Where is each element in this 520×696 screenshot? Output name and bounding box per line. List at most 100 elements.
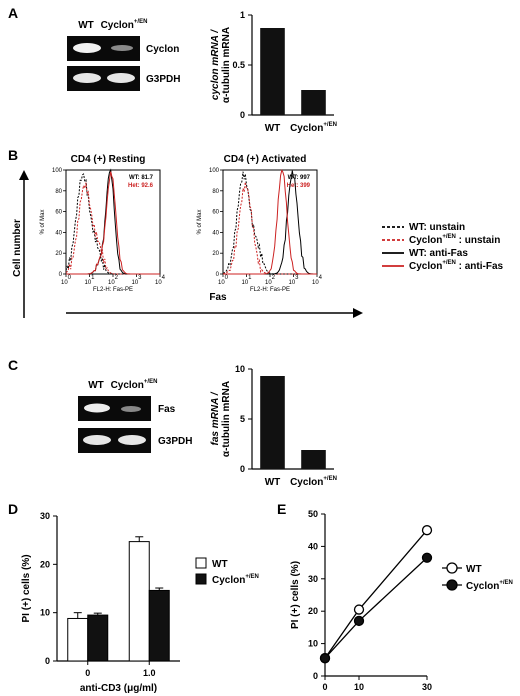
- legend-swatch: [195, 557, 207, 569]
- y-tick-label: 50: [308, 509, 318, 519]
- x-axis-label: anti-CD3 (μg/ml): [80, 683, 157, 694]
- legend-label: Cyclon+/EN: [466, 580, 513, 592]
- flow-y-tick-label: 40: [212, 230, 219, 236]
- panel-c-gel: WT Cyclon+/EN Fas G3PDH: [78, 379, 192, 453]
- bar: [87, 614, 109, 662]
- flow-y-tick-label: 40: [55, 230, 62, 236]
- y-tick-label: 5: [240, 414, 245, 424]
- flow-y-tick-label: 0: [216, 272, 220, 278]
- flow-y-tick-label: 60: [55, 210, 62, 216]
- flow-x-tick-label: 102: [108, 275, 119, 286]
- flow-x-tick-label: 104: [155, 275, 166, 286]
- panel-b-label: B: [8, 147, 18, 163]
- flow-resting-histograms: 0 20 40 60 80 100 100 101 102 103 104: [52, 168, 166, 286]
- flow-x-tick-label: 100: [61, 275, 72, 286]
- flow-resting-het-stat: Het: 92.6: [128, 183, 154, 189]
- fas-arrow-head: [353, 308, 363, 318]
- bar: [148, 589, 170, 662]
- y-tick-label: 10: [235, 364, 245, 374]
- flow-y-tick-label: 60: [212, 210, 219, 216]
- y-tick-label: 20: [308, 606, 318, 616]
- x-tick-label: 30: [422, 682, 432, 692]
- flow-activated-histograms: 0 20 40 60 80 100 100 101 102 103 104: [209, 168, 323, 286]
- flow-resting-title: CD4 (+) Resting: [71, 154, 146, 165]
- cell-number-arrow-head: [19, 170, 29, 180]
- y-tick-label: 20: [40, 559, 50, 569]
- gel-c-band-mut-1: [121, 406, 141, 412]
- bar: [260, 376, 285, 469]
- mut-antifas-curve: [66, 171, 160, 275]
- flow-x-tick-label: 103: [131, 275, 142, 286]
- panel-a-chart: 0 0.5 1 WT Cyclon+/EN cyclon mRNA /α-tubulin …: [210, 10, 337, 134]
- flow-activated-title: CD4 (+) Activated: [224, 154, 307, 165]
- flow-resting-ylabel: % of Max: [40, 209, 46, 234]
- gel-c-band-mut-2: [118, 435, 146, 445]
- legend-marker: [446, 562, 458, 574]
- gel-c-band-wt-2: [83, 435, 111, 445]
- flow-x-tick-label: 101: [84, 275, 95, 286]
- panel-c-chart: 0 5 10 WT Cyclon+/EN fas mRNA /α-tubulin mRNA: [210, 364, 337, 488]
- flow-x-tick-label: 102: [265, 275, 276, 286]
- flow-x-tick-label: 101: [241, 275, 252, 286]
- flow-x-tick-label: 100: [218, 275, 229, 286]
- x-tick-label: 0: [322, 682, 327, 692]
- x-category-label: Cyclon+/EN: [290, 122, 337, 134]
- bar: [67, 617, 89, 662]
- y-tick-label: 0.5: [232, 60, 245, 70]
- bar: [128, 541, 150, 662]
- y-axis-label: cyclon mRNA /α-tubulin mRNA: [210, 27, 232, 103]
- data-point: [319, 653, 331, 664]
- y-tick-label: 40: [308, 541, 318, 551]
- panel-a-label: A: [8, 5, 18, 21]
- flow-y-tick-label: 100: [209, 168, 220, 174]
- bar: [301, 90, 326, 115]
- bar: [301, 450, 326, 469]
- panel-b-flow: Cell number Fas CD4 (+) Resting % of Max…: [12, 154, 504, 318]
- gel-a-band1-label: Cyclon: [146, 44, 179, 55]
- panel-d-chart: 0 10 20 30 0 1.0 anti-CD3 (μg/ml) PI (+) cells …: [21, 511, 259, 694]
- data-point: [421, 552, 433, 563]
- gel-a-band-mut-2: [107, 73, 135, 83]
- flow-legend-label: WT: anti-Fas: [409, 248, 468, 259]
- panel-e-label: E: [277, 501, 286, 517]
- flow-y-tick-label: 20: [212, 251, 219, 257]
- y-tick-label: 1: [240, 10, 245, 20]
- mut-antifas-curve: [223, 168, 317, 275]
- x-tick-label: 1.0: [143, 668, 156, 678]
- flow-legend-label: Cyclon+/EN : anti-Fas: [409, 260, 504, 272]
- gel-a-band-wt-2: [73, 73, 101, 83]
- flow-activated-wt-stat: WT: 997: [288, 175, 311, 181]
- flow-activated-ylabel: % of Max: [197, 209, 203, 234]
- gel-c-band2-label: G3PDH: [158, 436, 192, 447]
- gel-c-band-wt-1: [84, 403, 110, 413]
- y-tick-label: 10: [40, 608, 50, 618]
- panel-c-label: C: [8, 357, 18, 373]
- gel-c-mut-label: Cyclon+/EN: [111, 379, 158, 391]
- x-category-label: WT: [265, 123, 281, 134]
- gel-a-band-mut-1: [111, 45, 133, 51]
- legend-label: Cyclon+/EN: [212, 574, 259, 586]
- y-tick-label: 0: [240, 110, 245, 120]
- flow-resting-wt-stat: WT: 81.7: [129, 175, 154, 181]
- flow-y-tick-label: 80: [212, 189, 219, 195]
- cell-number-label: Cell number: [12, 219, 23, 277]
- data-point: [421, 525, 433, 536]
- y-axis-label: PI (+) cells (%): [21, 554, 32, 622]
- flow-legend-label: WT: unstain: [409, 222, 465, 233]
- y-tick-label: 0: [240, 464, 245, 474]
- data-point: [353, 604, 365, 615]
- fas-label: Fas: [209, 292, 227, 303]
- series-line: [324, 529, 428, 659]
- gel-a-band-wt-1: [73, 43, 101, 53]
- legend-swatch: [195, 573, 207, 585]
- y-tick-label: 0: [313, 671, 318, 681]
- panel-a-gel: WT Cyclon+/EN Cyclon G3PDH: [67, 19, 180, 91]
- gel-c-wt-label: WT: [88, 380, 104, 391]
- gel-a-mut-label: Cyclon+/EN: [101, 19, 148, 31]
- flow-x-tick-label: 104: [312, 275, 323, 286]
- y-tick-label: 30: [40, 511, 50, 521]
- x-tick-label: 10: [354, 682, 364, 692]
- data-point: [353, 615, 365, 627]
- flow-y-tick-label: 80: [55, 189, 62, 195]
